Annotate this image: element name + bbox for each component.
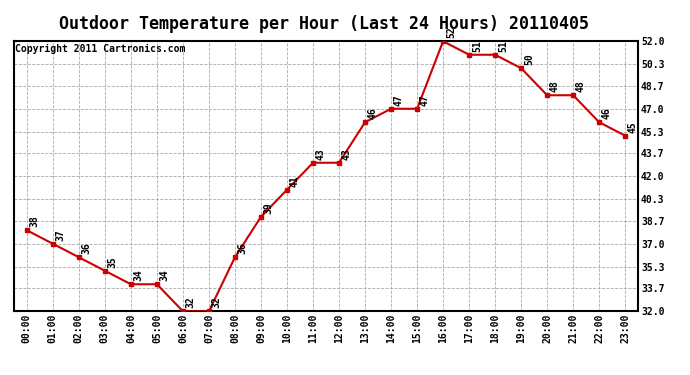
- Text: 36: 36: [81, 243, 92, 255]
- Text: 34: 34: [134, 270, 144, 282]
- Text: 50: 50: [524, 54, 534, 66]
- Text: 43: 43: [316, 148, 326, 160]
- Text: 39: 39: [264, 202, 274, 214]
- Text: 32: 32: [212, 297, 221, 309]
- Text: 47: 47: [394, 94, 404, 106]
- Text: 46: 46: [602, 108, 612, 120]
- Text: 45: 45: [628, 121, 638, 133]
- Text: 38: 38: [30, 216, 39, 228]
- Text: 51: 51: [472, 40, 482, 52]
- Text: 43: 43: [342, 148, 352, 160]
- Text: 48: 48: [576, 81, 586, 93]
- Text: 47: 47: [420, 94, 430, 106]
- Text: 52: 52: [446, 27, 456, 39]
- Text: 36: 36: [238, 243, 248, 255]
- Text: Copyright 2011 Cartronics.com: Copyright 2011 Cartronics.com: [15, 44, 186, 54]
- Text: 32: 32: [186, 297, 196, 309]
- Text: 34: 34: [159, 270, 170, 282]
- Text: 48: 48: [550, 81, 560, 93]
- Text: 46: 46: [368, 108, 378, 120]
- Text: Outdoor Temperature per Hour (Last 24 Hours) 20110405: Outdoor Temperature per Hour (Last 24 Ho…: [59, 15, 589, 33]
- Text: 51: 51: [498, 40, 508, 52]
- Text: 35: 35: [108, 256, 117, 268]
- Text: 41: 41: [290, 175, 299, 187]
- Text: 37: 37: [56, 229, 66, 241]
